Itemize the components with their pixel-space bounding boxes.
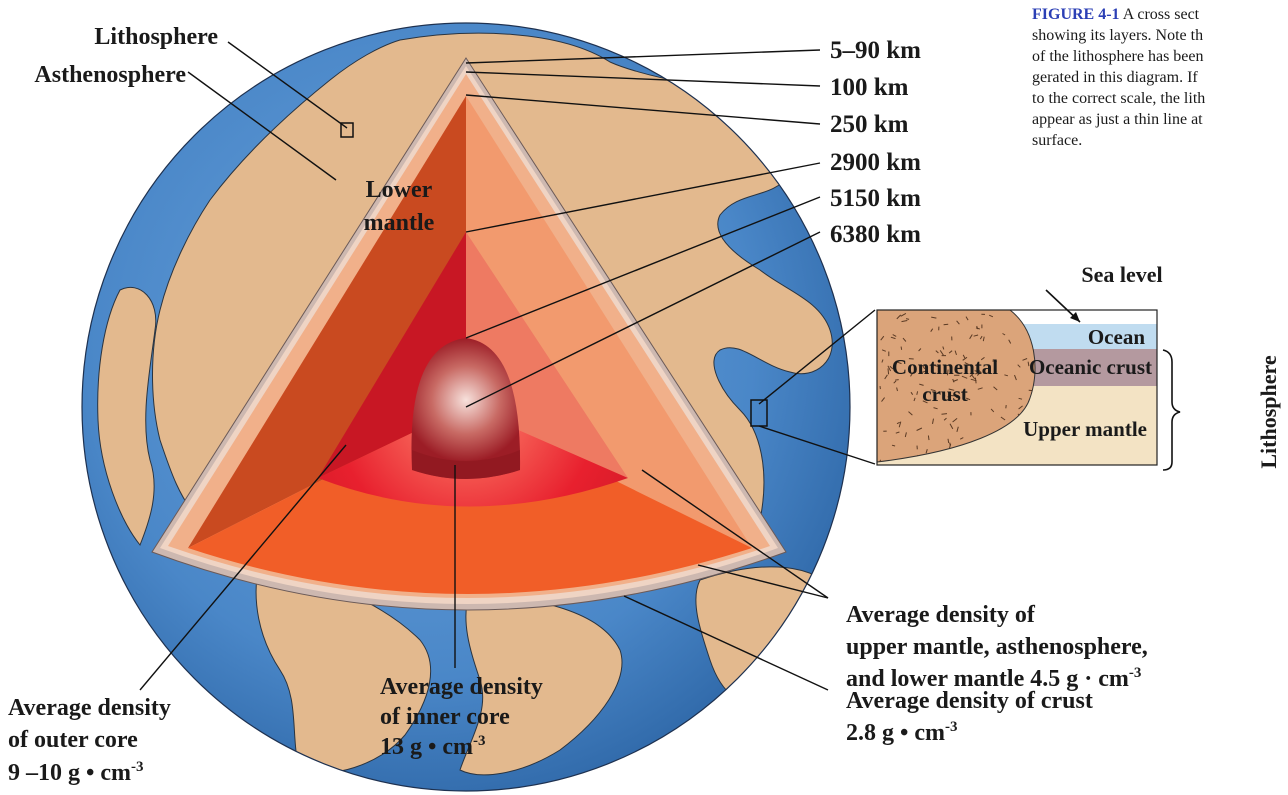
globe-outline xyxy=(81,22,851,792)
inner-core-density-label-line3: 13 g • cm-3 xyxy=(380,733,486,760)
inset-ocean-label: Ocean xyxy=(1088,325,1145,349)
depth-label: 6380 km xyxy=(830,221,921,248)
caption-line: showing its layers. Note th xyxy=(1032,27,1204,44)
outer-core-density-label-line2: of outer core xyxy=(8,727,138,753)
caption-line: of the lithosphere has been xyxy=(1032,48,1204,65)
caption-line: surface. xyxy=(1032,132,1083,149)
inset-continental-crust-label-line1: Continental xyxy=(892,355,998,379)
inset-frame xyxy=(876,309,1158,466)
lithosphere-bracket xyxy=(1162,349,1181,471)
inset-sea-level-label: Sea level xyxy=(1081,262,1162,287)
inset-lithosphere-label: Lithosphere xyxy=(1256,355,1281,469)
asthenosphere-label: Asthenosphere xyxy=(34,62,186,88)
caption-line: gerated in this diagram. If xyxy=(1032,69,1198,86)
inset-continental-crust xyxy=(876,309,1036,463)
lower-mantle-label-line1: Lower xyxy=(366,177,433,203)
depth-label: 100 km xyxy=(830,74,909,101)
inset-upper-mantle-label: Upper mantle xyxy=(1023,417,1147,441)
depth-label: 2900 km xyxy=(830,149,921,176)
depth-label: 5150 km xyxy=(830,185,921,212)
mantle-density-label-line3: and lower mantle 4.5 g · cm-3 xyxy=(846,665,1141,692)
leader-lines xyxy=(139,41,876,691)
crust-density-label-line2: 2.8 g • cm-3 xyxy=(846,719,958,746)
figure-caption: FIGURE 4-1 A cross sect showing its laye… xyxy=(1032,4,1288,204)
inset-continental-crust-label-line2: crust xyxy=(922,382,968,406)
crust-density-label-line1: Average density of crust xyxy=(846,688,1093,714)
depth-label: 5–90 km xyxy=(830,37,921,64)
lithosphere-label: Lithosphere xyxy=(94,24,218,50)
inner-core xyxy=(411,338,521,479)
caption-line: FIGURE 4-1 A cross sect xyxy=(1032,6,1200,23)
caption-line: to the correct scale, the lith xyxy=(1032,90,1206,107)
inset-oceanic-crust-label: Oceanic crust xyxy=(1029,355,1152,379)
crust-inset xyxy=(876,289,1181,471)
depth-label: 250 km xyxy=(830,111,909,138)
inner-core-band xyxy=(412,450,520,479)
inner-core-density-label-line1: Average density xyxy=(380,674,543,700)
mantle-density-label-line1: Average density of xyxy=(846,602,1036,628)
outer-core-density-label-line1: Average density xyxy=(8,695,171,721)
figure-id: FIGURE 4-1 xyxy=(1032,6,1120,23)
mantle-density-label-line2: upper mantle, asthenosphere, xyxy=(846,634,1148,660)
outer-core-density-label-line3: 9 –10 g • cm-3 xyxy=(8,759,144,786)
depth-labels: 5–90 km 100 km 250 km 2900 km 5150 km 63… xyxy=(830,37,921,248)
lower-mantle-label-line2: mantle xyxy=(364,210,435,236)
inner-core-density-label-line2: of inner core xyxy=(380,704,510,730)
lithosphere-zoom-box xyxy=(340,122,354,138)
caption-line: appear as just a thin line at xyxy=(1032,111,1203,128)
